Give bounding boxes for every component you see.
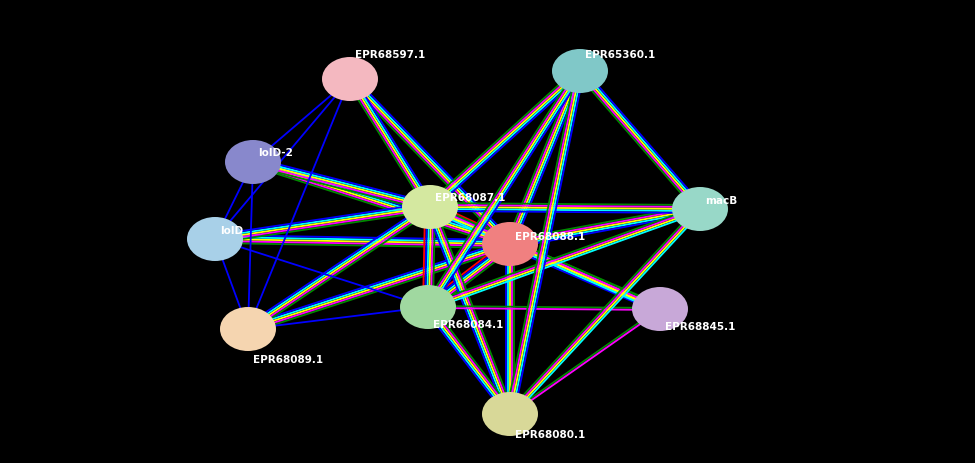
Text: EPR68088.1: EPR68088.1: [515, 232, 585, 242]
Text: EPR68089.1: EPR68089.1: [253, 354, 323, 364]
Ellipse shape: [672, 188, 728, 232]
Ellipse shape: [187, 218, 243, 262]
Ellipse shape: [220, 307, 276, 351]
Text: EPR68597.1: EPR68597.1: [355, 50, 425, 60]
Ellipse shape: [402, 186, 458, 230]
Text: EPR68845.1: EPR68845.1: [665, 321, 735, 332]
Text: lolD-2: lolD-2: [258, 148, 292, 158]
Ellipse shape: [322, 58, 378, 102]
Text: EPR68084.1: EPR68084.1: [433, 319, 503, 329]
Ellipse shape: [225, 141, 281, 185]
Text: lolD: lolD: [220, 225, 243, 236]
Text: EPR68087.1: EPR68087.1: [435, 193, 505, 202]
Ellipse shape: [482, 223, 538, 266]
Text: EPR65360.1: EPR65360.1: [585, 50, 655, 60]
Text: macB: macB: [705, 195, 737, 206]
Ellipse shape: [552, 50, 608, 94]
Ellipse shape: [400, 285, 456, 329]
Ellipse shape: [482, 392, 538, 436]
Text: EPR68080.1: EPR68080.1: [515, 429, 585, 439]
Ellipse shape: [632, 288, 688, 332]
